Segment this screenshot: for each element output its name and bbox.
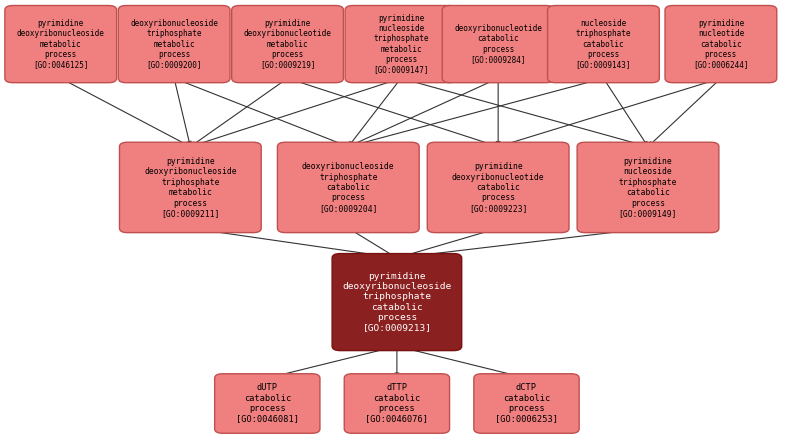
FancyBboxPatch shape — [442, 5, 554, 83]
Text: dUTP
catabolic
process
[GO:0046081]: dUTP catabolic process [GO:0046081] — [236, 383, 299, 424]
FancyBboxPatch shape — [428, 142, 569, 233]
FancyBboxPatch shape — [548, 5, 659, 83]
Text: deoxyribonucleotide
catabolic
process
[GO:0009284]: deoxyribonucleotide catabolic process [G… — [454, 24, 542, 64]
FancyBboxPatch shape — [5, 5, 117, 83]
FancyBboxPatch shape — [345, 5, 457, 83]
Text: pyrimidine
nucleotide
catabolic
process
[GO:0006244]: pyrimidine nucleotide catabolic process … — [693, 19, 748, 69]
Text: nucleoside
triphosphate
catabolic
process
[GO:0009143]: nucleoside triphosphate catabolic proces… — [576, 19, 631, 69]
Text: pyrimidine
deoxyribonucleoside
triphosphate
catabolic
process
[GO:0009213]: pyrimidine deoxyribonucleoside triphosph… — [343, 272, 451, 333]
Text: dCTP
catabolic
process
[GO:0006253]: dCTP catabolic process [GO:0006253] — [495, 383, 558, 424]
Text: dTTP
catabolic
process
[GO:0046076]: dTTP catabolic process [GO:0046076] — [365, 383, 428, 424]
FancyBboxPatch shape — [577, 142, 719, 233]
FancyBboxPatch shape — [119, 142, 261, 233]
Text: deoxyribonucleoside
triphosphate
metabolic
process
[GO:0009200]: deoxyribonucleoside triphosphate metabol… — [130, 19, 218, 69]
Text: pyrimidine
nucleoside
triphosphate
metabolic
process
[GO:0009147]: pyrimidine nucleoside triphosphate metab… — [373, 14, 428, 75]
Text: pyrimidine
nucleoside
triphosphate
catabolic
process
[GO:0009149]: pyrimidine nucleoside triphosphate catab… — [619, 157, 677, 218]
FancyBboxPatch shape — [332, 254, 462, 351]
FancyBboxPatch shape — [232, 5, 343, 83]
Text: pyrimidine
deoxyribonucleotide
metabolic
process
[GO:0009219]: pyrimidine deoxyribonucleotide metabolic… — [244, 19, 331, 69]
FancyBboxPatch shape — [118, 5, 230, 83]
FancyBboxPatch shape — [665, 5, 777, 83]
Text: pyrimidine
deoxyribonucleotide
catabolic
process
[GO:0009223]: pyrimidine deoxyribonucleotide catabolic… — [452, 162, 544, 213]
FancyBboxPatch shape — [215, 374, 320, 433]
FancyBboxPatch shape — [344, 374, 450, 433]
FancyBboxPatch shape — [474, 374, 579, 433]
Text: pyrimidine
deoxyribonucleoside
triphosphate
metabolic
process
[GO:0009211]: pyrimidine deoxyribonucleoside triphosph… — [144, 157, 237, 218]
Text: deoxyribonucleoside
triphosphate
catabolic
process
[GO:0009204]: deoxyribonucleoside triphosphate catabol… — [302, 162, 394, 213]
FancyBboxPatch shape — [277, 142, 420, 233]
Text: pyrimidine
deoxyribonucleoside
metabolic
process
[GO:0046125]: pyrimidine deoxyribonucleoside metabolic… — [17, 19, 104, 69]
